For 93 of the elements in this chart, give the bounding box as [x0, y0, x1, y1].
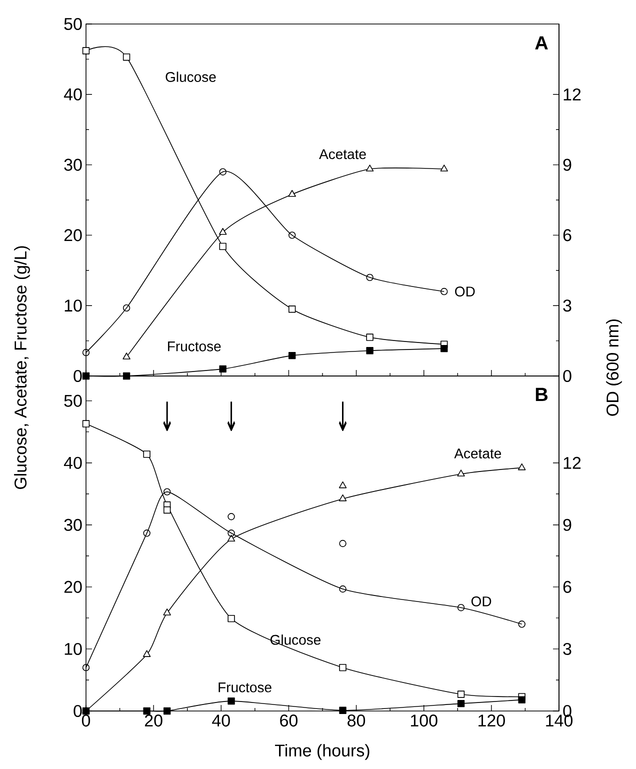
point: [228, 513, 235, 520]
point: [227, 534, 236, 542]
point: [440, 288, 448, 296]
y2-tick-label: 12: [564, 456, 581, 469]
point: [457, 700, 465, 708]
y-tick-label: 20: [64, 229, 82, 242]
point: [82, 420, 90, 428]
point: [228, 697, 235, 705]
annotation: ↓: [338, 402, 347, 431]
point: [339, 706, 346, 714]
y-tick-label: 0: [74, 370, 82, 382]
point: [457, 604, 465, 612]
y2-tick-label: 9: [563, 518, 572, 531]
x-tick-label: 40: [212, 714, 230, 727]
x-tick-label: 100: [410, 714, 438, 727]
series-label: Glucose: [270, 634, 321, 645]
x-tick-label: 60: [280, 714, 298, 727]
point: [338, 494, 347, 502]
series-label: Acetate: [319, 149, 366, 160]
point: [366, 347, 374, 354]
x-tick-label: 0: [82, 714, 90, 727]
point: [366, 164, 374, 172]
point: [163, 488, 171, 496]
point: [218, 228, 227, 235]
y2-tick-label: 9: [563, 158, 572, 171]
y-tick-label: 30: [64, 518, 82, 531]
series-label: OD: [455, 286, 475, 296]
point: [518, 696, 526, 704]
point: [338, 481, 347, 488]
point: [122, 304, 130, 312]
x-tick-label: 20: [144, 714, 162, 727]
annotation: ↓: [227, 402, 236, 431]
point: [339, 540, 346, 548]
point: [228, 530, 235, 537]
point: [440, 344, 448, 352]
y-tick-label: 10: [64, 300, 82, 312]
point: [143, 450, 150, 458]
y-tick-label: 50: [64, 18, 82, 30]
y2-tick-label: 12: [564, 88, 581, 100]
point: [219, 168, 226, 176]
series-label: Fructose: [168, 342, 221, 352]
y-tick-label: 20: [64, 580, 82, 593]
point: [457, 690, 465, 698]
point: [339, 664, 346, 672]
x-tick-label: 120: [478, 714, 505, 727]
point: [163, 506, 171, 514]
series-label: Fructose: [218, 682, 272, 692]
series-label: Glucose: [166, 72, 216, 82]
x-axis-title: Time (hours): [275, 744, 370, 760]
point: [288, 232, 296, 239]
x-tick-label: 140: [546, 714, 573, 727]
point: [518, 620, 526, 628]
point: [82, 47, 90, 54]
point: [339, 585, 346, 593]
y2-tick-label: 6: [563, 229, 572, 242]
point: [219, 242, 226, 250]
series-label: OD: [471, 596, 492, 606]
y-tick-label: 40: [64, 88, 82, 100]
point: [122, 53, 130, 61]
point: [219, 365, 226, 373]
point: [82, 348, 90, 356]
x-tick-label: 80: [348, 714, 366, 727]
point: [457, 470, 465, 476]
y2-axis-title: OD (600 nm): [606, 319, 622, 416]
y2-tick-label: 3: [563, 642, 572, 655]
point: [288, 352, 296, 360]
point: [518, 463, 526, 470]
y2-tick-label: 3: [563, 300, 572, 312]
point: [288, 190, 296, 197]
point: [440, 164, 448, 172]
point: [142, 650, 151, 657]
y2-tick-label: 0: [563, 370, 572, 382]
point: [122, 352, 130, 360]
point: [143, 707, 150, 715]
y-tick-label: 10: [64, 642, 82, 655]
point: [228, 614, 235, 622]
y2-tick-label: 6: [563, 580, 572, 593]
y-tick-label: 50: [64, 394, 82, 407]
point: [366, 274, 374, 282]
series-label: Acetate: [454, 448, 502, 458]
point: [366, 334, 374, 341]
annotation: ↓: [163, 402, 171, 431]
y-axis-title: Glucose, Acetate, Fructose (g/L): [14, 246, 30, 489]
y-tick-label: 0: [74, 704, 82, 718]
point: [82, 664, 90, 672]
y-tick-label: 40: [64, 456, 82, 469]
point: [163, 608, 171, 616]
point: [143, 530, 150, 537]
point: [163, 707, 171, 715]
point: [288, 306, 296, 313]
annotation: B: [536, 388, 548, 401]
y-tick-label: 30: [64, 158, 82, 171]
annotation: A: [535, 36, 548, 50]
